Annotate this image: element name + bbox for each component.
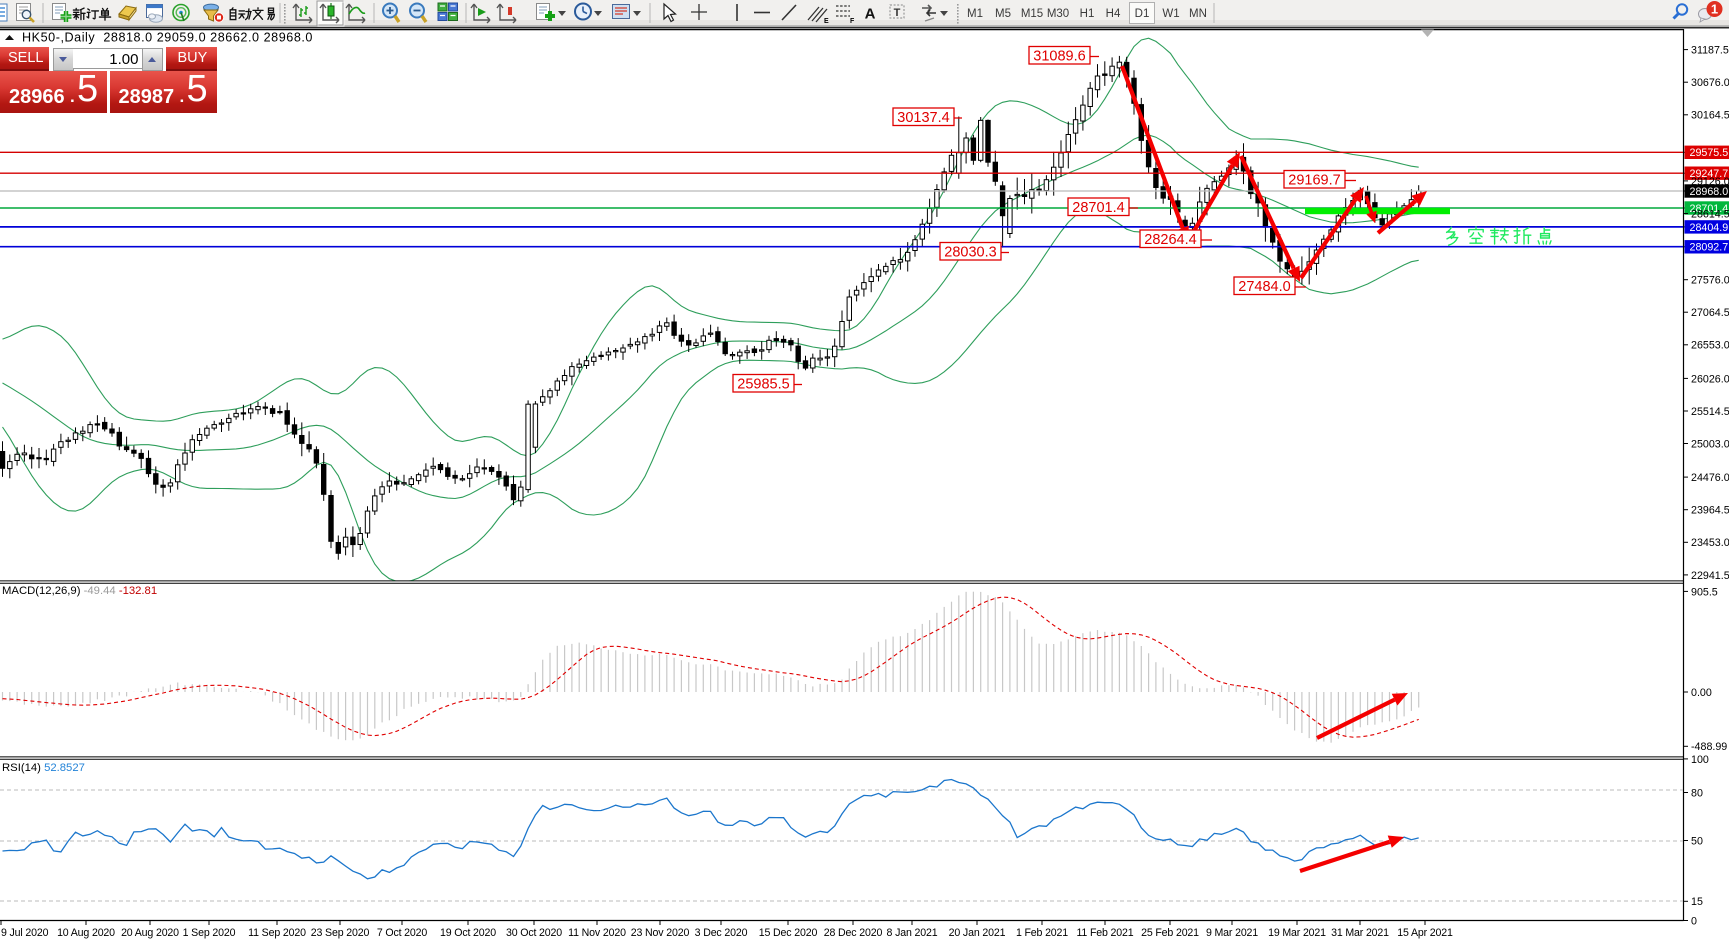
svg-text:H1: H1 (1080, 8, 1095, 20)
svg-text:9 Jul 2020: 9 Jul 2020 (1, 927, 49, 939)
svg-text:11 Sep 2020: 11 Sep 2020 (248, 927, 306, 939)
svg-text:28092.7: 28092.7 (1690, 242, 1729, 254)
svg-text:28701.4: 28701.4 (1690, 203, 1729, 215)
svg-text:20 Jan 2021: 20 Jan 2021 (949, 927, 1006, 939)
svg-text:27064.5: 27064.5 (1691, 307, 1729, 319)
svg-text:-488.99: -488.99 (1691, 741, 1727, 753)
svg-text:28264.4: 28264.4 (1144, 232, 1196, 248)
svg-text:1 Sep 2020: 1 Sep 2020 (183, 927, 236, 939)
svg-text:7 Oct 2020: 7 Oct 2020 (377, 927, 428, 939)
svg-text:26026.0: 26026.0 (1691, 373, 1729, 385)
svg-text:28614.5: 28614.5 (1691, 208, 1729, 220)
svg-text:29126.0: 29126.0 (1691, 176, 1729, 188)
svg-text:10 Aug 2020: 10 Aug 2020 (57, 927, 115, 939)
svg-text:W1: W1 (1162, 8, 1179, 20)
svg-text:31 Mar 2021: 31 Mar 2021 (1331, 927, 1389, 939)
svg-text:25 Feb 2021: 25 Feb 2021 (1141, 927, 1199, 939)
svg-text:24476.0: 24476.0 (1691, 472, 1729, 484)
svg-text:29169.7: 29169.7 (1288, 173, 1340, 189)
svg-text:M1: M1 (967, 8, 983, 20)
svg-text:H4: H4 (1106, 8, 1121, 20)
svg-text:M15: M15 (1021, 8, 1043, 20)
svg-text:27576.0: 27576.0 (1691, 275, 1729, 287)
svg-text:30 Oct 2020: 30 Oct 2020 (506, 927, 562, 939)
svg-text:28968.0: 28968.0 (1690, 186, 1729, 198)
svg-text:A: A (865, 6, 876, 23)
svg-text:23964.5: 23964.5 (1691, 505, 1729, 517)
svg-text:29247.7: 29247.7 (1690, 168, 1729, 180)
svg-text:0.00: 0.00 (1691, 687, 1712, 699)
svg-text:30164.5: 30164.5 (1691, 110, 1729, 122)
svg-text:31089.6: 31089.6 (1033, 49, 1085, 65)
svg-text:1 Feb 2021: 1 Feb 2021 (1016, 927, 1068, 939)
svg-text:20 Aug 2020: 20 Aug 2020 (121, 927, 179, 939)
svg-text:23453.0: 23453.0 (1691, 537, 1729, 549)
svg-text:15: 15 (1691, 896, 1703, 908)
svg-text:50: 50 (1691, 835, 1703, 847)
svg-text:25985.5: 25985.5 (737, 377, 789, 393)
svg-text:28701.4: 28701.4 (1072, 200, 1124, 216)
svg-text:MACD(12,26,9) -49.44 -132.81: MACD(12,26,9) -49.44 -132.81 (2, 585, 157, 597)
svg-text:M30: M30 (1047, 8, 1069, 20)
svg-text:F: F (850, 18, 855, 25)
svg-text:11 Nov 2020: 11 Nov 2020 (568, 927, 626, 939)
svg-text:27484.0: 27484.0 (1238, 279, 1290, 295)
svg-text:RSI(14) 52.8527: RSI(14) 52.8527 (2, 762, 85, 774)
svg-text:31187.5: 31187.5 (1691, 45, 1729, 57)
svg-text:19 Mar 2021: 19 Mar 2021 (1268, 927, 1326, 939)
svg-text:28404.9: 28404.9 (1690, 222, 1729, 234)
svg-text:905.5: 905.5 (1691, 586, 1718, 598)
svg-text:28030.3: 28030.3 (944, 245, 996, 261)
svg-text:25003.0: 25003.0 (1691, 438, 1729, 450)
svg-text:T: T (894, 7, 901, 19)
svg-text:23 Sep 2020: 23 Sep 2020 (311, 927, 370, 939)
svg-text:1: 1 (1711, 2, 1718, 17)
svg-text:15 Dec 2020: 15 Dec 2020 (759, 927, 818, 939)
svg-text:100: 100 (1691, 754, 1709, 766)
svg-text:0: 0 (1691, 915, 1697, 927)
svg-text:28 Dec 2020: 28 Dec 2020 (824, 927, 883, 939)
svg-text:15 Apr 2021: 15 Apr 2021 (1397, 927, 1453, 939)
svg-text:M5: M5 (995, 8, 1011, 20)
svg-text:25514.5: 25514.5 (1691, 406, 1729, 418)
svg-text:19 Oct 2020: 19 Oct 2020 (440, 927, 496, 939)
svg-text:3 Dec 2020: 3 Dec 2020 (695, 927, 748, 939)
svg-text:MN: MN (1189, 8, 1207, 20)
svg-text:22941.5: 22941.5 (1691, 570, 1729, 582)
svg-text:26553.0: 26553.0 (1691, 340, 1729, 352)
svg-text:30676.0: 30676.0 (1691, 77, 1729, 89)
svg-text:8 Jan 2021: 8 Jan 2021 (887, 927, 938, 939)
svg-text:9 Mar 2021: 9 Mar 2021 (1206, 927, 1258, 939)
svg-text:HK50-,Daily 28818.0 29059.0 2: HK50-,Daily 28818.0 29059.0 28662.0 2896… (22, 31, 313, 45)
svg-text:D1: D1 (1135, 8, 1150, 20)
svg-text:80: 80 (1691, 787, 1703, 799)
svg-text:E: E (824, 18, 829, 25)
svg-text:23 Nov 2020: 23 Nov 2020 (631, 927, 690, 939)
svg-text:30137.4: 30137.4 (897, 110, 949, 126)
svg-text:29575.5: 29575.5 (1690, 147, 1729, 159)
svg-text:11 Feb 2021: 11 Feb 2021 (1076, 927, 1133, 939)
